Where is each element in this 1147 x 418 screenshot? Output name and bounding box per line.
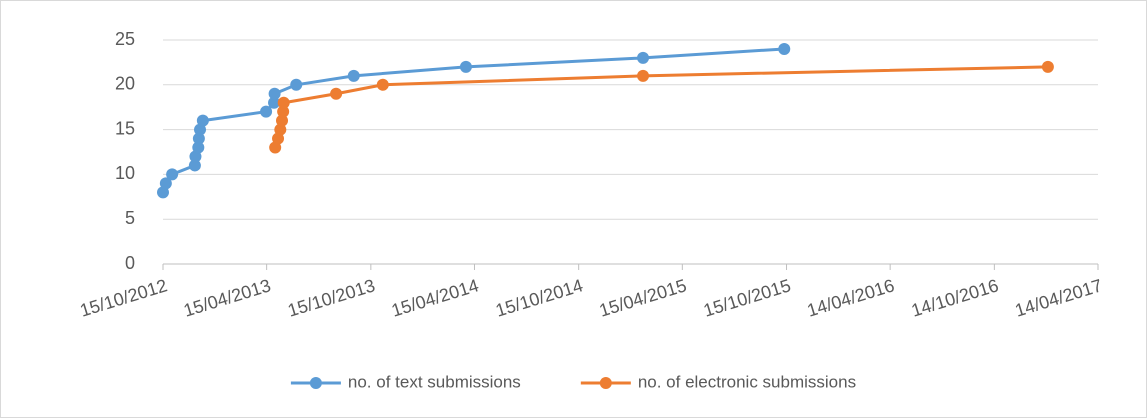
y-tick-label: 20 xyxy=(115,74,135,94)
point xyxy=(376,78,389,91)
point xyxy=(277,96,290,109)
point xyxy=(274,123,287,136)
y-tick-label: 0 xyxy=(125,253,135,273)
point xyxy=(1041,60,1054,73)
point xyxy=(347,69,360,82)
point xyxy=(196,114,209,127)
point xyxy=(268,96,281,109)
point xyxy=(637,51,650,64)
legend-label: no. of text submissions xyxy=(348,372,521,391)
point xyxy=(272,132,285,145)
point xyxy=(159,177,172,190)
point xyxy=(260,105,273,118)
point xyxy=(188,159,201,172)
y-tick-label: 10 xyxy=(115,163,135,183)
y-tick-label: 15 xyxy=(115,118,135,138)
point xyxy=(290,78,303,91)
legend-marker xyxy=(599,377,612,389)
legend-marker xyxy=(309,377,322,389)
legend: no. of text submissions no. of electronic… xyxy=(290,372,856,391)
point xyxy=(276,114,289,127)
point xyxy=(459,60,472,73)
legend-label: no. of electronic submissions xyxy=(638,372,856,391)
y-tick-label: 25 xyxy=(115,29,135,49)
point xyxy=(166,168,179,181)
point xyxy=(192,141,205,154)
point xyxy=(192,132,205,145)
point xyxy=(268,87,281,100)
point xyxy=(778,42,791,55)
y-tick-label: 5 xyxy=(125,208,135,228)
point xyxy=(330,87,343,100)
point xyxy=(637,69,650,82)
point xyxy=(277,105,290,118)
